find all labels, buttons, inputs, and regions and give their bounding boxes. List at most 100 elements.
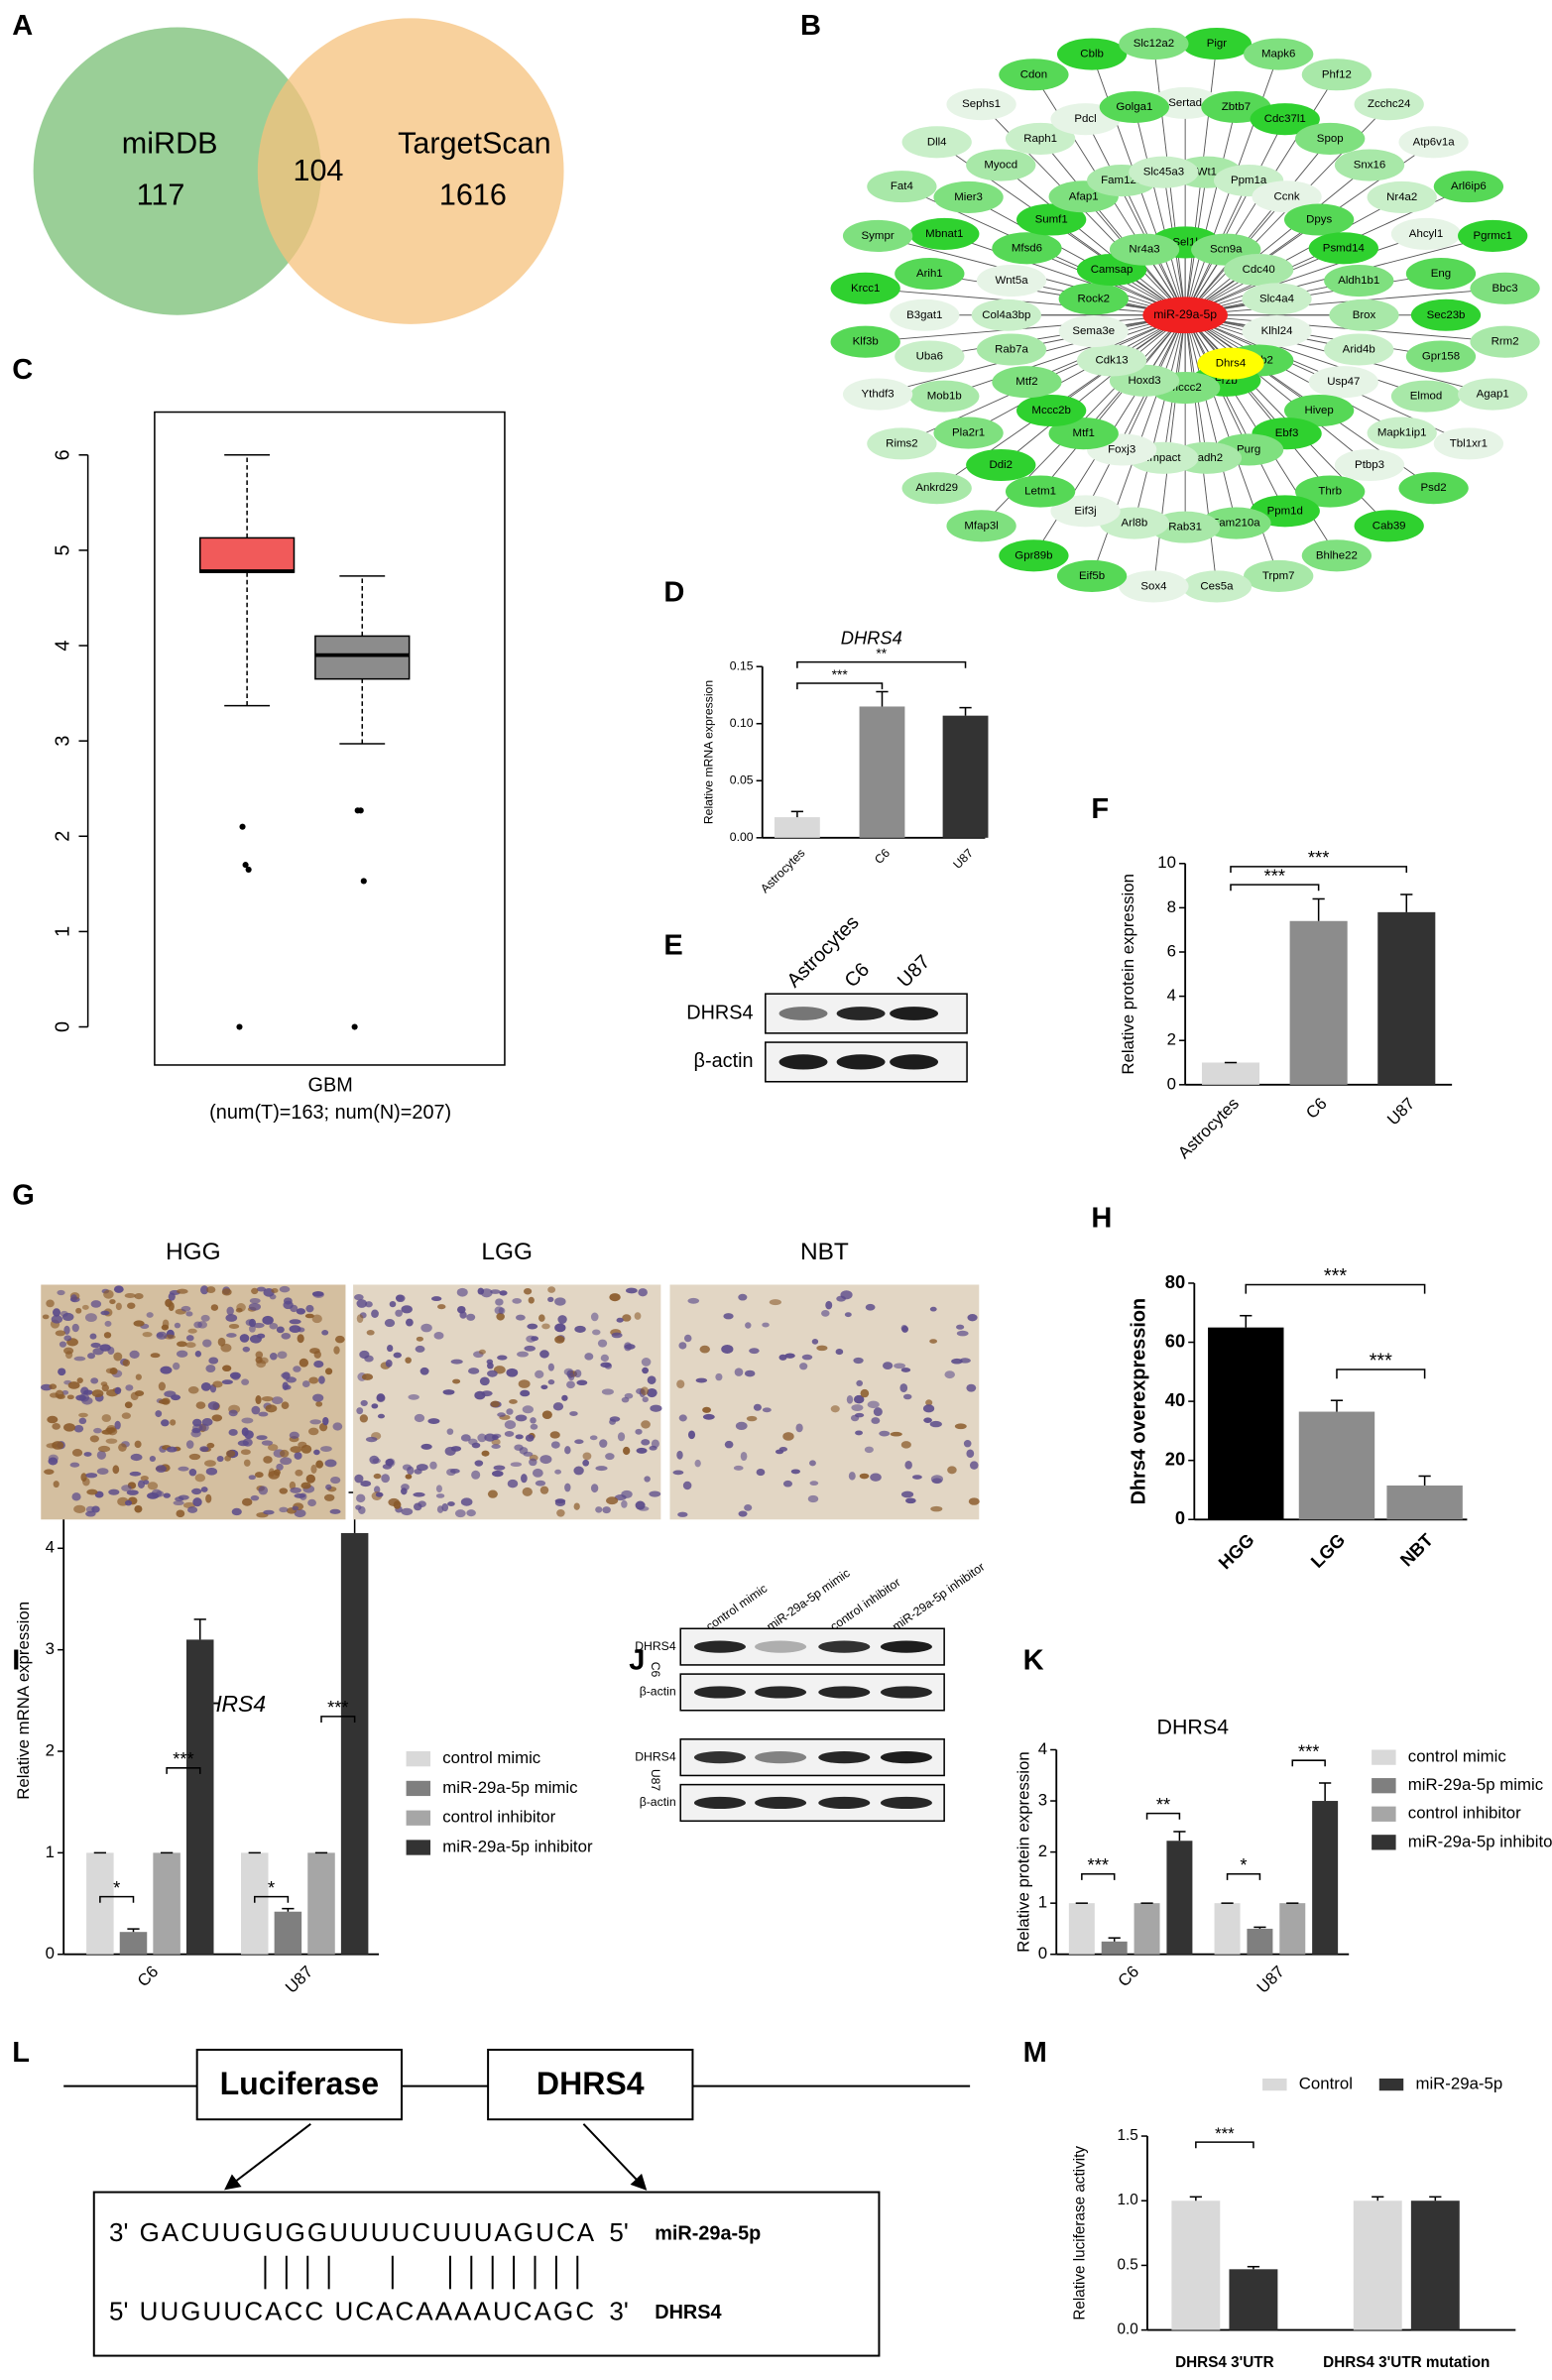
node <box>1295 122 1366 155</box>
cell-nucleus <box>250 1494 260 1501</box>
cell-nucleus <box>206 1442 215 1449</box>
significance-label: * <box>1240 1854 1247 1875</box>
cell-nucleus <box>109 1368 118 1375</box>
cell-nucleus <box>263 1509 275 1515</box>
cell-nucleus <box>582 1452 592 1461</box>
cell-nucleus <box>694 1459 701 1468</box>
cell-nucleus <box>263 1456 273 1464</box>
node <box>1283 203 1355 236</box>
cell-nucleus <box>925 1399 933 1406</box>
cell-nucleus <box>67 1381 80 1389</box>
cell-nucleus <box>248 1302 261 1311</box>
cell-nucleus <box>528 1296 535 1304</box>
bar <box>859 706 905 838</box>
cell-nucleus <box>510 1462 523 1468</box>
y-tick-label: 6 <box>1167 941 1176 960</box>
cell-nucleus <box>279 1285 291 1293</box>
cell-nucleus <box>185 1335 194 1342</box>
cell-nucleus <box>601 1388 614 1395</box>
cell-nucleus <box>539 1486 549 1494</box>
cell-nucleus <box>477 1433 487 1443</box>
cell-nucleus <box>355 1504 362 1510</box>
cell-nucleus <box>676 1450 683 1460</box>
cell-nucleus <box>642 1396 649 1403</box>
cell-nucleus <box>176 1350 188 1358</box>
cell-nucleus <box>641 1420 651 1429</box>
cell-nucleus <box>634 1312 642 1320</box>
y-tick-label: 1 <box>52 926 73 937</box>
blot-band <box>818 1751 871 1764</box>
cell-nucleus <box>205 1468 218 1476</box>
cell-nucleus <box>176 1509 185 1518</box>
node-label: Col4a3bp <box>982 309 1030 321</box>
bar <box>1171 2201 1221 2330</box>
node-label: Foxj3 <box>1108 443 1135 455</box>
node-label: Eng <box>1431 268 1451 280</box>
node <box>1405 340 1477 373</box>
legend-swatch <box>406 1780 431 1797</box>
cell-nucleus <box>49 1383 58 1390</box>
cell-nucleus <box>294 1452 302 1460</box>
node <box>1058 315 1129 348</box>
cell-nucleus <box>96 1450 107 1460</box>
cell-nucleus <box>155 1465 167 1474</box>
cell-nucleus <box>554 1297 566 1306</box>
cell-nucleus <box>130 1453 143 1462</box>
cell-nucleus <box>405 1474 413 1480</box>
edge <box>929 314 1186 357</box>
cell-nucleus <box>900 1368 911 1372</box>
cell-nucleus <box>683 1334 692 1343</box>
group-label: U87 <box>649 1769 662 1792</box>
cell-nucleus <box>595 1506 603 1513</box>
y-tick-label: 60 <box>1165 1330 1185 1351</box>
node-label: Ptbp3 <box>1355 459 1384 471</box>
edge <box>1185 273 1442 316</box>
cell-nucleus <box>599 1439 608 1448</box>
node-label: Nr4a3 <box>1129 244 1159 256</box>
blot-band <box>755 1686 807 1699</box>
panel-label: A <box>12 10 33 42</box>
cell-nucleus <box>330 1476 341 1485</box>
cell-nucleus <box>241 1378 250 1385</box>
y-tick-label: 20 <box>1165 1449 1185 1470</box>
edge <box>865 314 1186 343</box>
cell-nucleus <box>293 1366 301 1372</box>
node-label: Zcchc24 <box>1368 98 1411 110</box>
node-label: Hivep <box>1304 405 1333 416</box>
cell-nucleus <box>134 1293 144 1300</box>
cell-nucleus <box>413 1491 425 1497</box>
cell-nucleus <box>81 1304 89 1310</box>
blot-band <box>755 1796 807 1810</box>
cell-nucleus <box>393 1352 402 1359</box>
cell-nucleus <box>769 1299 781 1306</box>
edge <box>1184 314 1402 433</box>
node <box>1119 570 1189 603</box>
cell-nucleus <box>276 1326 285 1334</box>
legend-label: control inhibitor <box>442 1808 555 1827</box>
cell-nucleus <box>199 1423 209 1432</box>
cell-nucleus <box>550 1441 560 1449</box>
cell-nucleus <box>93 1427 102 1434</box>
node <box>1252 180 1322 213</box>
node <box>1016 203 1087 236</box>
node-label: Sumf1 <box>1035 214 1068 226</box>
cell-nucleus <box>848 1472 856 1481</box>
node <box>1470 272 1540 304</box>
cell-nucleus <box>867 1400 880 1409</box>
blot-band <box>880 1686 932 1699</box>
cell-nucleus <box>298 1441 307 1449</box>
node <box>1458 378 1528 411</box>
cell-nucleus <box>444 1446 456 1456</box>
node <box>946 88 1016 121</box>
cell-nucleus <box>307 1427 319 1436</box>
node-label: Frzb <box>1215 375 1238 387</box>
node-label: Letm1 <box>1024 486 1056 498</box>
legend-label: control inhibitor <box>1408 1804 1521 1823</box>
cell-nucleus <box>524 1345 537 1352</box>
node-label: Pgrmc1 <box>1473 230 1511 242</box>
node <box>1076 344 1147 377</box>
cell-nucleus <box>401 1305 413 1314</box>
cell-nucleus <box>249 1325 256 1333</box>
cell-nucleus <box>135 1373 142 1380</box>
